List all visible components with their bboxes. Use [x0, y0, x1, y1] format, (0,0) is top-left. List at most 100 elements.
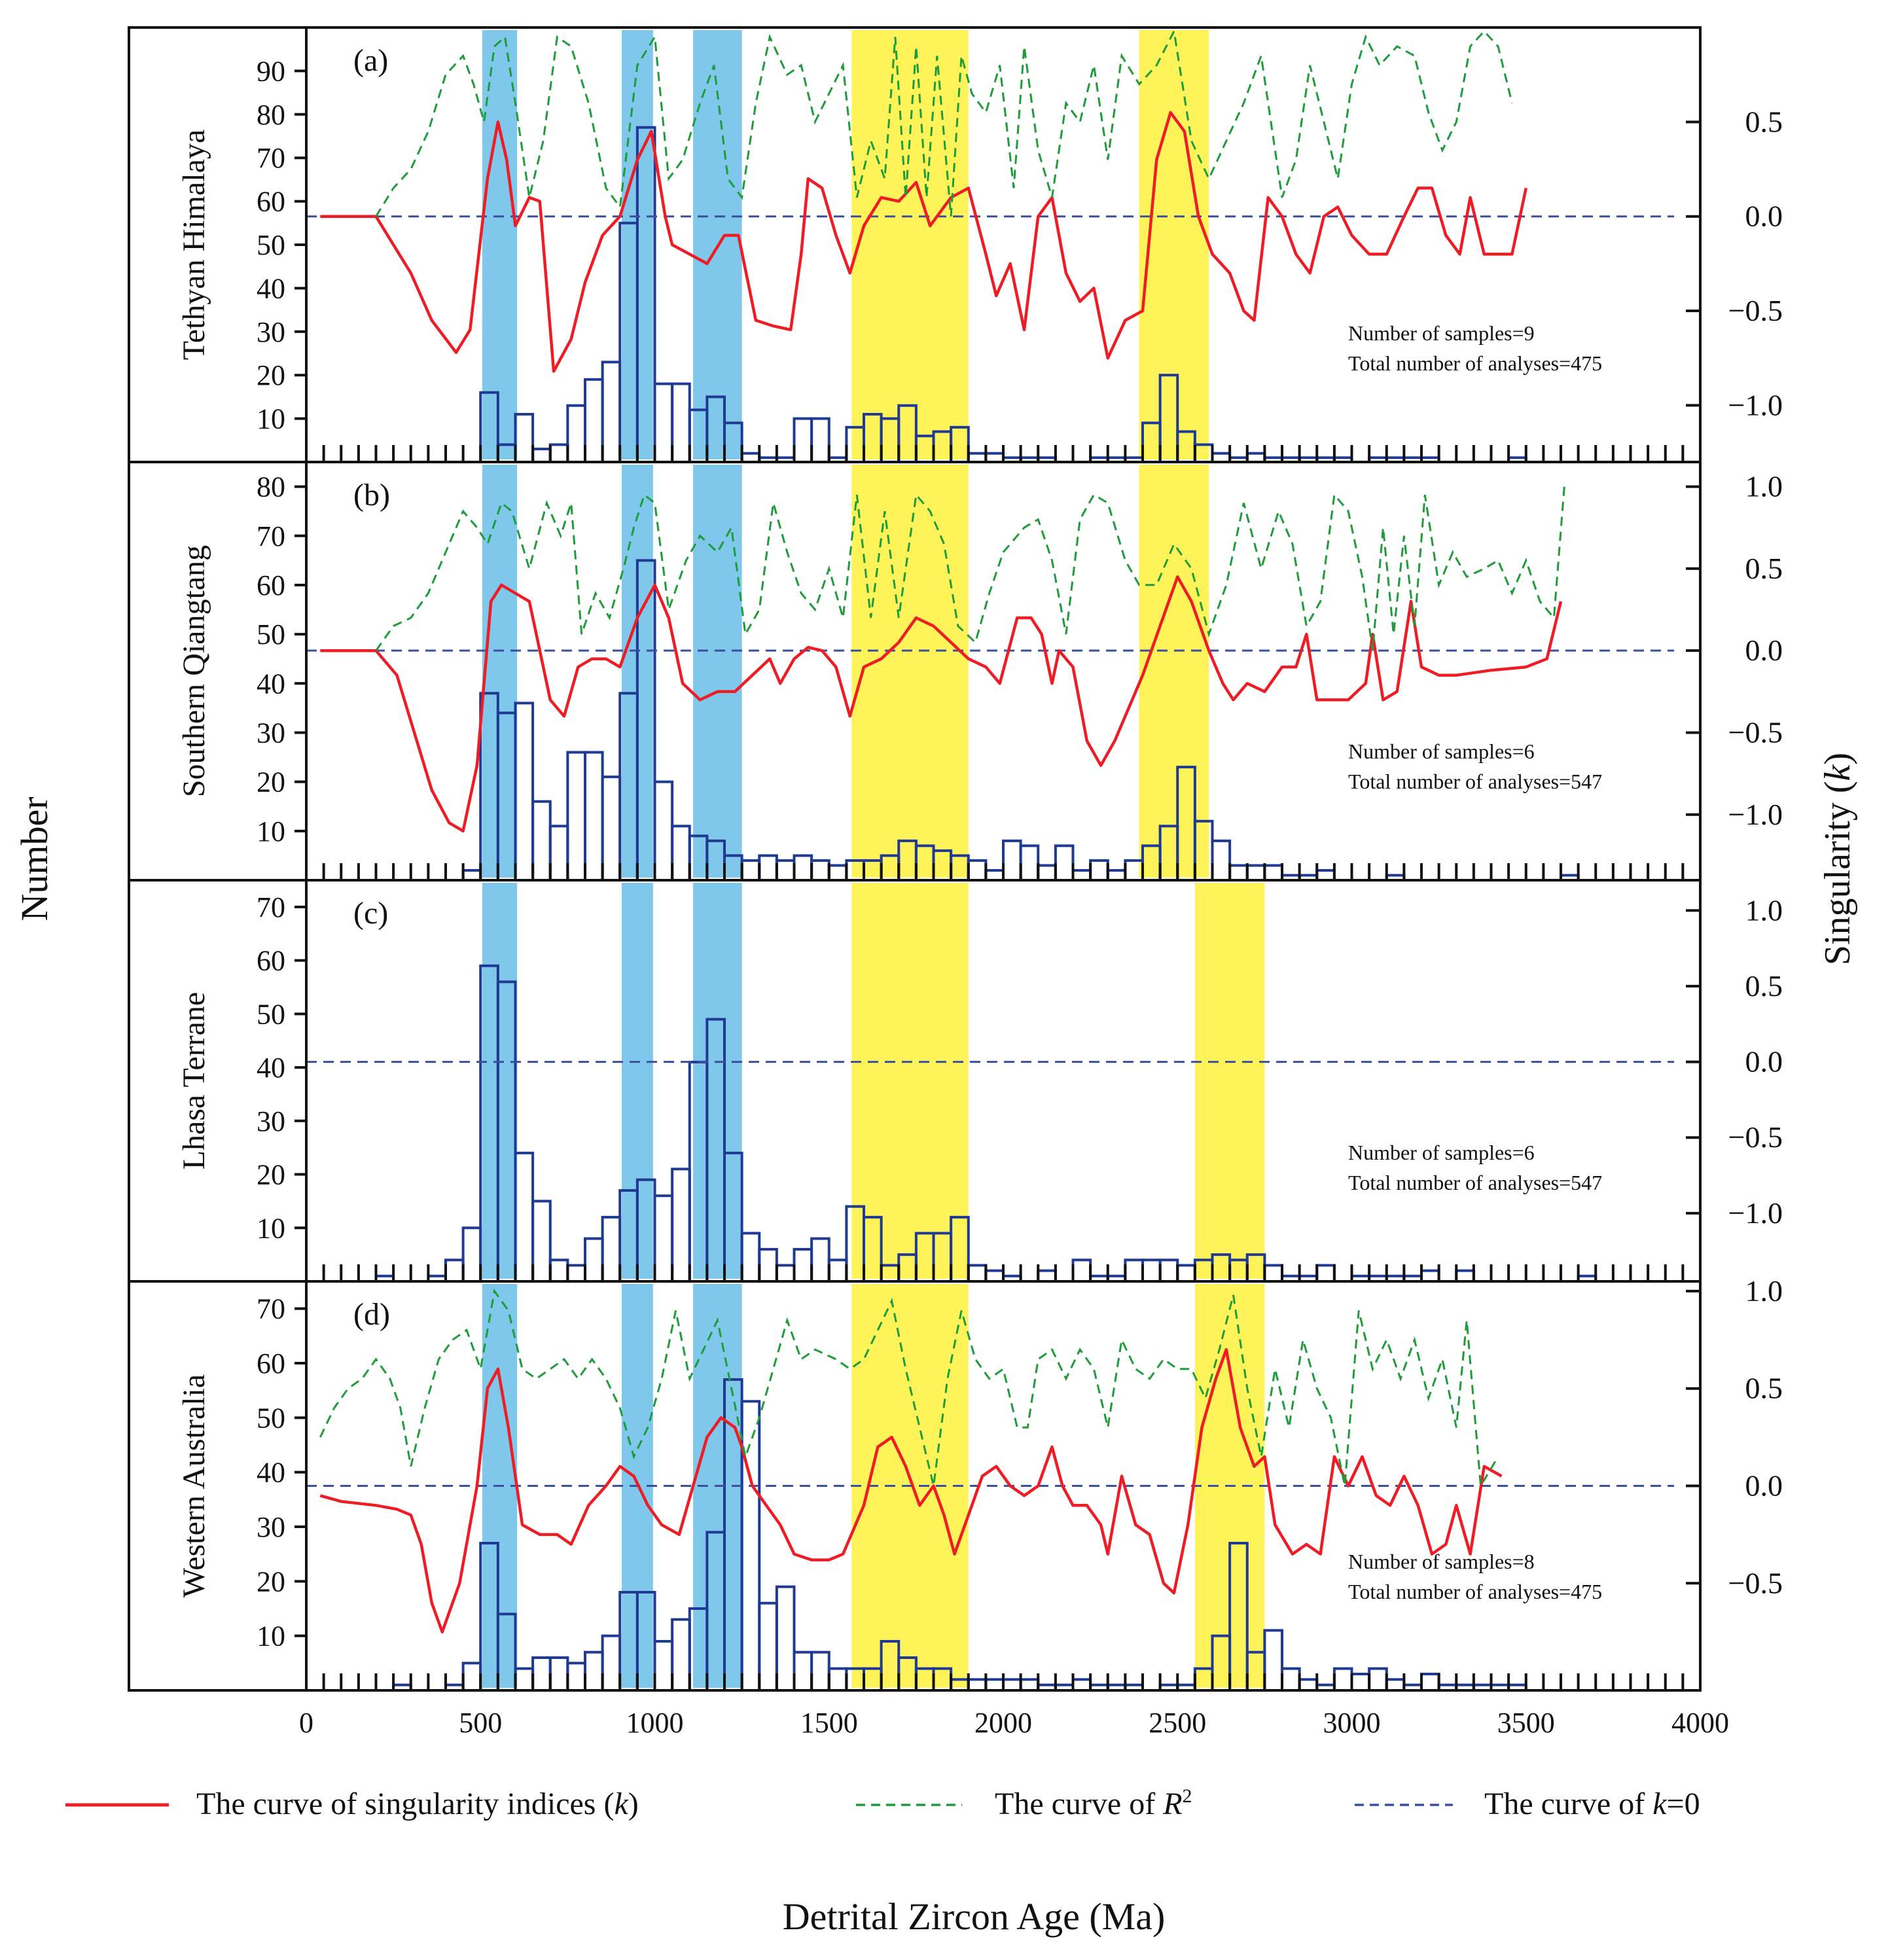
panel-d-left-tick-label: 50	[257, 1402, 285, 1434]
panel-b-bar	[810, 859, 830, 882]
panel-b-blue-band-2	[693, 465, 742, 878]
legend-label-3: The curve of k=0	[1484, 1787, 1700, 1821]
legend-item-3: The curve of k=0	[1355, 1787, 1700, 1821]
panel-c-bar	[548, 1258, 569, 1283]
panel-d-left-tick-label: 20	[257, 1565, 285, 1597]
panel-a-annotation-analyses: Total number of analyses=475	[1348, 351, 1602, 375]
panel-b-annotation-analyses: Total number of analyses=547	[1348, 770, 1602, 793]
panel-c-bar	[461, 1226, 482, 1283]
panel-d-bar	[1071, 1678, 1092, 1692]
x-tick-label: 3000	[1323, 1707, 1381, 1739]
panel-c-bar	[1071, 1258, 1092, 1283]
panel-a-bar	[653, 382, 674, 463]
panel-b-left-tick-label: 80	[257, 471, 285, 503]
panel-c-yellow-band-1	[1194, 883, 1265, 1279]
panel-d-bar	[1263, 1629, 1283, 1692]
x-axis-title: Detrital Zircon Age (Ma)	[783, 1895, 1166, 1938]
panel-c-bar	[827, 1258, 848, 1283]
panel-c-bar	[653, 1194, 674, 1283]
panel-b-left-tick-label: 30	[257, 717, 285, 749]
panel-c-right-tick-label: −1.0	[1728, 1196, 1783, 1230]
panel-c-label: (c)	[353, 896, 388, 931]
panel-c-right-tick-label: 0.5	[1745, 969, 1783, 1003]
panel-b-bar	[793, 854, 813, 882]
panel-c-bar	[566, 1264, 586, 1283]
panel-d-bar	[566, 1662, 586, 1692]
panel-c-bar	[531, 1200, 552, 1283]
panel-b-bar	[601, 775, 622, 882]
panel-d-annotation-analyses: Total number of analyses=475	[1348, 1580, 1602, 1603]
x-tick-label: 1000	[626, 1707, 684, 1739]
panel-c-yellow-band-0	[851, 883, 969, 1279]
panel-b-bar	[1002, 839, 1022, 882]
panel-d-right-tick-label: 0.0	[1745, 1469, 1783, 1503]
panel-c-bar	[1455, 1269, 1475, 1283]
panel-d-bar	[984, 1678, 1005, 1692]
panel-b-label: (b)	[353, 478, 390, 512]
panel-c-bar	[793, 1247, 813, 1283]
panel-d-bar	[1350, 1673, 1371, 1692]
legend-label-1: The curve of singularity indices (k)	[196, 1787, 639, 1821]
legend: The curve of singularity indices (k) The …	[65, 1785, 1700, 1821]
panel-c-left-tick-label: 60	[257, 945, 285, 977]
panel-b-right-tick-label: −1.0	[1728, 798, 1783, 831]
panel-b-blue-band-0	[482, 465, 518, 878]
panel-d-label: (d)	[353, 1297, 390, 1332]
panel-b-right-tick-label: −0.5	[1728, 715, 1783, 749]
panel-c-bar	[775, 1264, 796, 1283]
panel-c-left-tick-label: 70	[257, 891, 285, 923]
panel-d-bar	[1298, 1678, 1319, 1692]
panel-d-bar	[810, 1650, 830, 1692]
panel-c-blue-band-2	[693, 883, 742, 1279]
panel-c-bar	[1037, 1269, 1057, 1283]
panel-d-bar	[827, 1667, 848, 1692]
panel-b-bar	[775, 859, 796, 882]
panel-a-yellow-band-0	[851, 30, 969, 459]
panel-b-bar	[1263, 864, 1283, 882]
x-tick-label: 2500	[1149, 1707, 1206, 1739]
panel-a-left-tick-label: 40	[257, 272, 285, 304]
panel-d-bar	[601, 1634, 622, 1692]
panel-a-label: (a)	[353, 43, 388, 78]
panel-d-bar	[1332, 1667, 1353, 1692]
panel-d-right-tick-label: −0.5	[1728, 1566, 1783, 1599]
panel-a-blue-band-0	[482, 30, 518, 459]
panel-b-bar	[967, 859, 988, 882]
panel-d-bar	[967, 1678, 988, 1692]
legend-label-2: The curve of R2	[995, 1785, 1192, 1821]
panel-d-left-tick-label: 70	[257, 1293, 285, 1325]
text-layer: 10 20 30 40 50 60 70 80 90 0.5 0.0 −0.5 −1.0 (a) Tethy…	[13, 43, 1858, 1938]
x-tick-label: 500	[459, 1707, 502, 1739]
panel-b-annotation-samples: Number of samples=6	[1348, 739, 1535, 763]
panel-a-bar	[514, 412, 535, 464]
panel-b-bar	[548, 825, 569, 882]
panel-a-right-tick-label: −0.5	[1728, 294, 1783, 327]
panel-c-bar	[1141, 1258, 1162, 1283]
panel-c-bar	[1315, 1264, 1336, 1283]
panel-a-left-tick-label: 60	[257, 186, 285, 218]
panel-b-bar	[1315, 868, 1336, 882]
panel-c-right-tick-label: −0.5	[1728, 1120, 1783, 1154]
panel-d-bar	[1385, 1678, 1406, 1692]
panel-d-bar	[671, 1618, 691, 1692]
panel-a-left-tick-label: 80	[257, 99, 285, 131]
panel-d-bar	[653, 1640, 674, 1692]
panel-b-left-tick-label: 10	[257, 815, 285, 847]
panel-d-bar	[514, 1667, 535, 1692]
panel-d-left-tick-label: 10	[257, 1620, 285, 1652]
panel-c-bar	[984, 1269, 1005, 1283]
panel-a-bar	[531, 448, 552, 464]
panel-a-left-tick-label: 20	[257, 359, 285, 391]
x-tick-label: 4000	[1671, 1707, 1729, 1739]
panel-d-right-tick-label: 1.0	[1745, 1274, 1783, 1308]
panel-b-bar	[984, 868, 1005, 882]
panel-d-bar	[548, 1656, 569, 1692]
panel-d-left-tick-label: 30	[257, 1511, 285, 1543]
panel-d-bar	[793, 1650, 813, 1692]
panel-b-bar	[1228, 864, 1249, 882]
panel-b-bar	[1089, 859, 1109, 882]
panel-a-right-tick-label: 0.5	[1745, 105, 1783, 138]
panel-a-k-curve	[320, 111, 1528, 373]
panel-b-left-tick-label: 60	[257, 569, 285, 601]
panel-d-k-curve	[319, 1347, 1503, 1633]
